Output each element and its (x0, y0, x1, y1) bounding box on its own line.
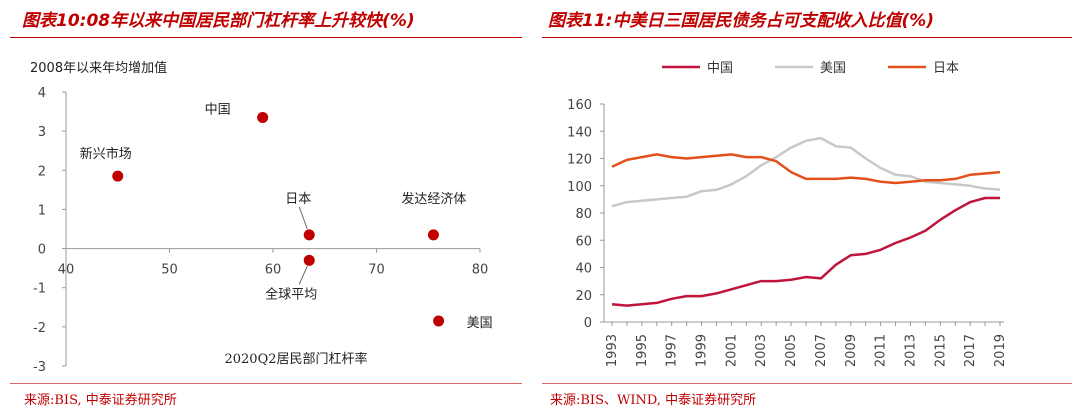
title-divider-left (10, 37, 522, 38)
y-tick-label: 140 (567, 125, 592, 140)
y-tick-label: 100 (567, 180, 592, 195)
x-tick-label: 60 (265, 263, 282, 278)
legend-label: 日本 (933, 61, 959, 76)
point-label: 全球平均 (265, 286, 317, 302)
x-tick-label: 1993 (605, 334, 620, 367)
x-tick-label: 2001 (724, 334, 739, 367)
y-tick-label: 160 (567, 98, 592, 113)
data-point (112, 170, 124, 182)
y-tick-label: 20 (575, 289, 592, 304)
x-tick-label: 1999 (695, 334, 710, 367)
series-line (611, 196, 1000, 307)
source-divider-left (10, 383, 522, 384)
source-note-left: 来源:BIS, 中泰证券研究所 (24, 393, 177, 408)
y-tick-label: 60 (575, 234, 592, 249)
point-label: 日本 (285, 192, 311, 207)
x-tick-label: 2019 (993, 334, 1008, 367)
y-tick-label: 80 (575, 207, 592, 222)
title-divider-right (542, 37, 1072, 38)
line-chart: 中国 美国 日本 0 20 40 60 80 100 120 140 160 1993 1995 1997 1… (567, 61, 1008, 367)
source-divider-right (542, 383, 1072, 384)
legend-label: 中国 (707, 61, 733, 76)
scatter-chart: 2008年以来年均增加值 4 3 2 1 0 -1 -2 -3 40 50 60 70 80 2020Q2居… (30, 60, 493, 375)
y-tick-label: 3 (38, 125, 46, 140)
x-tick-label: 80 (472, 263, 489, 278)
x-tick-label: 2017 (963, 334, 978, 367)
left-panel: 图表10:08年以来中国居民部门杠杆率上升较快(%) 2008年以来年均增加值 4… (0, 0, 530, 414)
series-line (611, 153, 1001, 185)
x-tick-label: 2003 (754, 334, 769, 367)
y-tick-label: 2 (38, 164, 46, 179)
x-axis-title: 2020Q2居民部门杠杆率 (224, 351, 367, 367)
x-tick-label: 2013 (903, 334, 918, 367)
y-tick-label: 1 (38, 203, 46, 218)
y-tick-label: -1 (33, 282, 46, 297)
chart-title-right: 图表11:中美日三国居民债务占可支配收入比值(%) (548, 11, 935, 31)
y-tick-label: 4 (38, 86, 46, 101)
y-axis-title: 2008年以来年均增加值 (30, 60, 167, 76)
point-label: 新兴市场 (80, 146, 132, 162)
x-tick-label: 2005 (784, 334, 799, 367)
x-tick-label: 70 (368, 263, 385, 278)
y-tick-label: 0 (38, 243, 46, 258)
data-point (257, 111, 269, 123)
x-tick-label: 2007 (814, 334, 829, 367)
legend-label: 美国 (820, 61, 846, 76)
point-label: 中国 (205, 102, 231, 117)
y-tick-label: -3 (33, 360, 46, 375)
x-tick-label: 50 (161, 263, 178, 278)
x-tick-label: 1997 (665, 334, 680, 367)
label-leader (298, 266, 308, 285)
data-point (433, 315, 445, 327)
point-label: 发达经济体 (401, 191, 466, 207)
y-tick-label: 40 (575, 262, 592, 277)
x-tick-label: 2009 (844, 334, 859, 367)
right-panel: 图表11:中美日三国居民债务占可支配收入比值(%) 中国 美国 日本 0 20 40 60 8… (542, 0, 1080, 414)
y-tick-label: -2 (33, 321, 46, 336)
chart-title-left: 图表10:08年以来中国居民部门杠杆率上升较快(%) (22, 11, 415, 31)
data-point (303, 229, 315, 241)
source-note-right: 来源:BIS、WIND, 中泰证券研究所 (550, 393, 757, 408)
x-tick-label: 1995 (635, 334, 650, 367)
y-tick-label: 0 (584, 316, 592, 331)
label-leader (298, 206, 308, 230)
y-tick-label: 120 (567, 153, 592, 168)
x-tick-label: 2011 (874, 334, 889, 367)
data-point (303, 254, 315, 266)
series-line (611, 136, 1001, 208)
x-tick-label: 2015 (933, 334, 948, 367)
point-label: 美国 (467, 316, 493, 331)
data-point (427, 229, 439, 241)
x-tick-label: 40 (58, 263, 75, 278)
